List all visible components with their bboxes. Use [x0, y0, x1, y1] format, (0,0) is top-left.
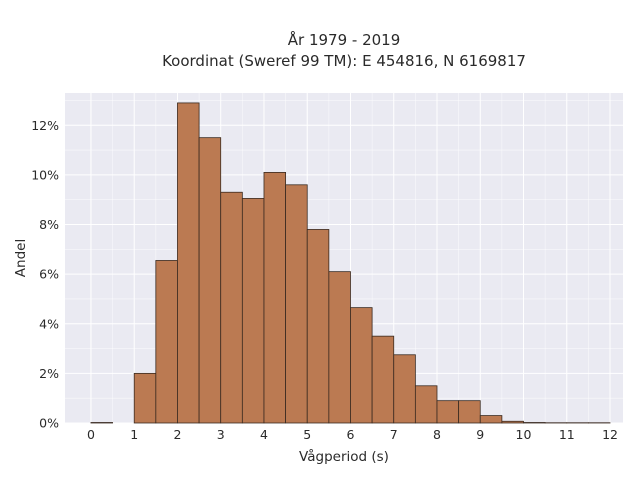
x-tick-label: 1	[130, 427, 138, 442]
histogram-bar	[220, 191, 243, 424]
y-tick-labels: 0% 2% 4% 6% 8% 10% 12%	[31, 118, 59, 431]
x-tick-label: 11	[559, 427, 575, 442]
histogram-bar	[306, 229, 330, 424]
histogram-bar	[328, 271, 351, 424]
histogram-bar	[458, 400, 481, 424]
histogram-bar	[350, 307, 373, 424]
histogram-bar	[198, 137, 222, 424]
x-tick-label: 6	[347, 427, 355, 442]
histogram-bar	[414, 385, 438, 424]
histogram-bar	[241, 198, 265, 424]
y-axis-label: Andel	[13, 239, 29, 277]
chart-title-line-1: År 1979 - 2019	[288, 30, 401, 49]
chart-title-line-2: Koordinat (Sweref 99 TM): E 454816, N 61…	[162, 52, 526, 70]
x-axis-label: Vågperiod (s)	[299, 448, 389, 465]
x-tick-label: 7	[390, 427, 398, 442]
histogram-bar	[436, 400, 460, 424]
histogram-bar	[155, 260, 178, 424]
y-tick-label: 2%	[39, 366, 59, 381]
y-tick-label: 0%	[39, 416, 59, 431]
x-tick-label: 12	[602, 427, 618, 442]
x-tick-label: 3	[217, 427, 225, 442]
x-tick-label: 5	[303, 427, 311, 442]
y-tick-label: 10%	[31, 167, 59, 182]
histogram-bar	[177, 102, 200, 424]
y-tick-label: 6%	[39, 267, 59, 282]
y-tick-label: 4%	[39, 316, 59, 331]
y-tick-label: 12%	[31, 118, 59, 133]
histogram-bar	[479, 415, 503, 424]
x-tick-label: 8	[433, 427, 441, 442]
histogram-bar	[133, 372, 157, 424]
histogram-bar	[285, 184, 308, 424]
histogram-bar	[263, 171, 287, 424]
x-tick-label: 4	[260, 427, 268, 442]
x-tick-label: 9	[476, 427, 484, 442]
histogram-bar	[501, 420, 524, 424]
y-tick-label: 8%	[39, 217, 59, 232]
histogram-bar	[393, 354, 416, 424]
histogram-bars	[90, 102, 611, 424]
x-tick-label: 10	[516, 427, 532, 442]
x-tick-label: 2	[173, 427, 181, 442]
x-tick-labels: 0 1 2 3 4 5 6 7 8 9 10 11 12	[87, 427, 618, 442]
histogram-bar	[371, 335, 395, 424]
x-tick-label: 0	[87, 427, 95, 442]
